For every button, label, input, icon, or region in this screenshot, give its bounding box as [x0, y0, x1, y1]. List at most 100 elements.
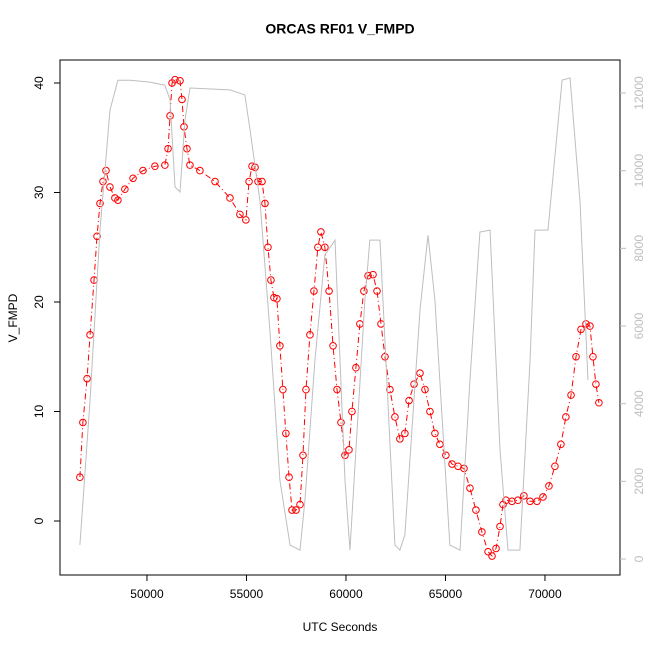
y2-tick-label: 6000 [632, 312, 646, 339]
data-point [488, 552, 496, 560]
data-point [436, 440, 444, 449]
data-point [139, 166, 147, 175]
plot-frame [59, 59, 621, 576]
data-point [176, 77, 184, 85]
data-point [364, 271, 372, 280]
data-point [321, 243, 329, 252]
data-point [472, 506, 480, 514]
y-tick-label: 0 [32, 517, 46, 524]
data-point [539, 493, 547, 501]
data-point [106, 183, 114, 191]
data-point [410, 380, 418, 388]
data-point [236, 210, 244, 219]
y2-tick-label: 4000 [632, 390, 646, 417]
y2-tick-label: 10000 [632, 154, 646, 188]
y-tick-label: 30 [32, 186, 46, 200]
y2-tick-label: 12000 [632, 76, 646, 110]
data-point [96, 199, 104, 208]
data-point [79, 418, 87, 427]
data-point [478, 528, 486, 536]
data-point [396, 435, 404, 443]
data-point [99, 177, 107, 186]
series-line [79, 77, 589, 552]
data-point [572, 352, 580, 361]
data-point [562, 413, 570, 421]
data-point [196, 166, 204, 175]
data-point [317, 228, 325, 236]
data-point [261, 199, 269, 208]
data-point [460, 464, 468, 473]
data-point [545, 482, 553, 490]
data-point [171, 75, 179, 84]
data-point [129, 174, 137, 183]
data-point [151, 162, 159, 171]
data-point [76, 473, 84, 482]
data-point [373, 287, 381, 295]
data-point [405, 396, 413, 405]
data-point [325, 287, 333, 295]
data-point [341, 451, 349, 460]
data-point [589, 352, 597, 361]
data-point [276, 342, 284, 350]
data-point [391, 413, 399, 421]
data-point [426, 407, 434, 416]
data-point [264, 243, 272, 252]
data-point [302, 385, 310, 394]
y2-tick-label: 8000 [632, 235, 646, 262]
data-point [299, 451, 307, 460]
data-point [567, 391, 575, 399]
data-point [121, 185, 129, 194]
data-point [333, 385, 341, 394]
chart-title: ORCAS RF01 V_FMPD [265, 21, 414, 37]
data-point [285, 473, 293, 482]
data-point [258, 177, 266, 186]
data-point [306, 331, 314, 339]
y-axis-label: V_FMPD [6, 293, 20, 342]
data-point [183, 144, 191, 153]
data-point [164, 144, 172, 153]
data-point [337, 418, 345, 427]
data-point [93, 232, 101, 241]
data-point [360, 287, 368, 295]
data-point [226, 194, 234, 202]
data-point [242, 216, 250, 224]
data-point [345, 446, 353, 454]
data-point [279, 385, 287, 394]
data-point [484, 547, 492, 556]
y-tick-label: 40 [32, 76, 46, 90]
data-point [329, 342, 337, 350]
x-tick-label: 70000 [528, 587, 562, 601]
data-point [292, 506, 300, 514]
data-point [348, 407, 356, 416]
data-point [557, 440, 565, 449]
data-point [186, 161, 194, 169]
x-axis-label: UTC Seconds [303, 620, 378, 634]
x-tick-label: 65000 [429, 587, 463, 601]
data-point [386, 385, 394, 394]
data-point [496, 522, 504, 531]
data-point [282, 429, 290, 438]
data-point [211, 177, 219, 186]
data-point [352, 363, 360, 372]
data-point [178, 95, 186, 104]
data-point [533, 497, 541, 506]
data-point [431, 429, 439, 438]
data-point [514, 496, 522, 505]
data-point [592, 380, 600, 388]
data-point [83, 374, 91, 383]
data-point [86, 331, 94, 339]
x-tick-label: 55000 [230, 587, 264, 601]
data-point [288, 506, 296, 514]
data-point [166, 112, 174, 120]
y-tick-label: 10 [32, 405, 46, 419]
data-point [401, 429, 409, 438]
x-tick-label: 60000 [329, 587, 363, 601]
data-point [102, 166, 110, 175]
y2-tick-label: 0 [632, 555, 646, 562]
data-point [416, 369, 424, 377]
data-point [381, 352, 389, 361]
data-point [595, 398, 603, 407]
data-point [492, 544, 500, 553]
